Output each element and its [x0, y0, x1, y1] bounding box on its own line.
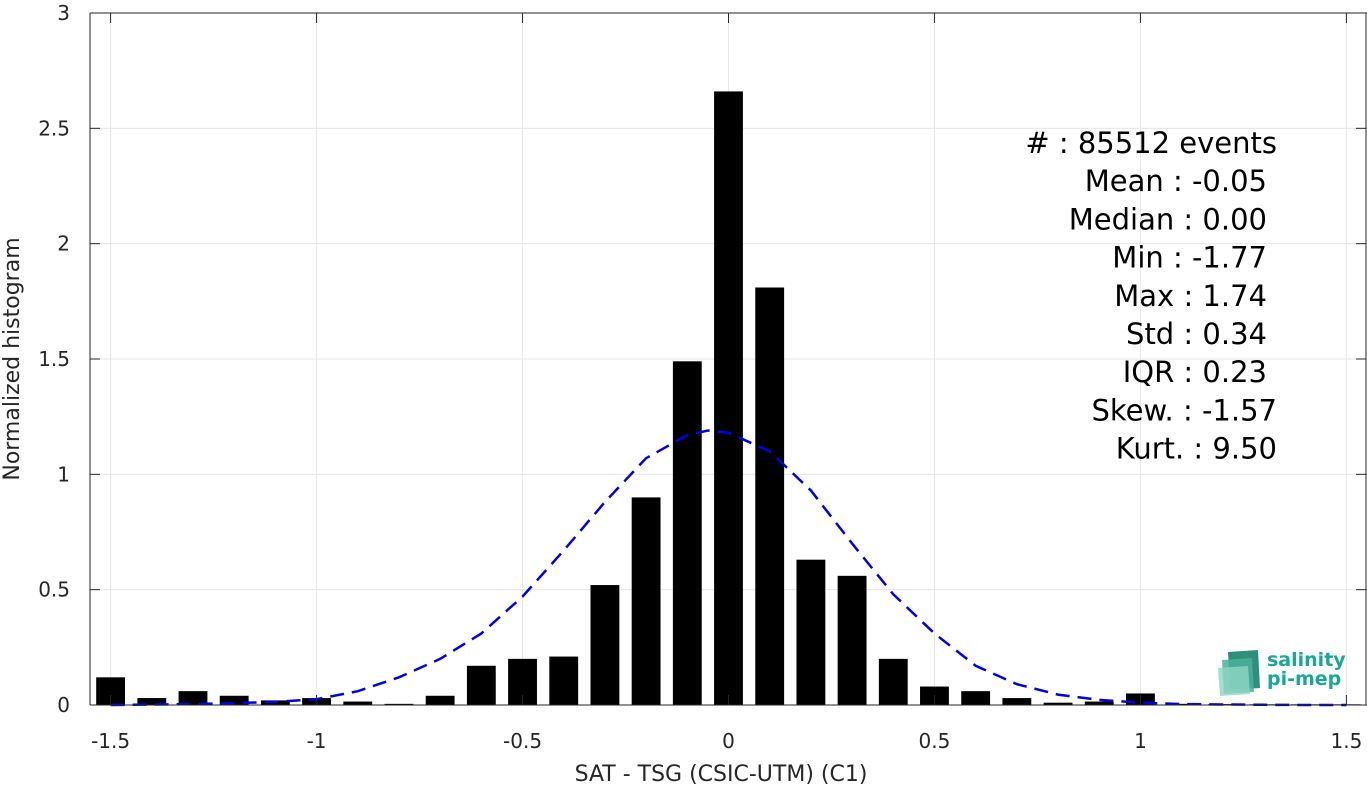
statistics-annotation: # : 85512 events Mean : -0.05 Median : 0.0… [1025, 126, 1277, 466]
stats-line: IQR : 0.23 [1123, 355, 1267, 389]
histogram-bar [590, 585, 620, 705]
logo-icon [1218, 650, 1260, 696]
y-tick-label: 0 [57, 693, 70, 717]
histogram-bar [714, 91, 743, 706]
logo-text-pi-mep: pi-mep [1267, 668, 1341, 690]
y-tick-label: 1.5 [38, 347, 70, 371]
stats-line: Max : 1.74 [1114, 279, 1267, 313]
histogram-bar [755, 287, 785, 705]
logo-text-salinity: salinity [1267, 649, 1346, 671]
histogram-bar [796, 559, 826, 705]
y-tick-label: 2.5 [38, 116, 70, 140]
histogram-bar [878, 658, 908, 705]
histogram-bar [961, 691, 991, 705]
histogram-bar [1084, 701, 1114, 705]
x-axis-title: SAT - TSG (CSIC-UTM) (C1) [575, 762, 868, 785]
x-tick-label: -0.5 [503, 729, 542, 753]
salinity-pi-mep-logo: salinity pi-mep [1218, 649, 1346, 696]
stats-line: Min : -1.77 [1112, 241, 1267, 275]
y-tick-label: 0.5 [38, 578, 70, 602]
histogram-bar [837, 575, 867, 705]
y-tick-label: 2 [57, 232, 70, 256]
histogram-bar [178, 691, 208, 705]
histogram-bar [631, 497, 661, 705]
histogram-bar [672, 361, 702, 705]
histogram-bar [1043, 702, 1073, 705]
histogram-bar [343, 701, 373, 705]
y-axis-ticks: 0 0.5 1 1.5 2 2.5 3 [38, 1, 1366, 717]
x-tick-label: -1 [307, 729, 327, 753]
y-tick-label: 1 [57, 462, 70, 486]
y-axis-title: Normalized histogram [0, 237, 25, 480]
stats-line: Median : 0.00 [1069, 202, 1267, 236]
histogram-bar [1167, 703, 1197, 705]
stats-line: Skew. : -1.57 [1091, 393, 1277, 427]
histogram-bar [425, 695, 455, 705]
histogram-bar [549, 656, 579, 705]
stats-line: # : 85512 events [1025, 126, 1277, 160]
x-tick-label: -1.5 [91, 729, 130, 753]
normal-fit-curve [110, 429, 1347, 707]
x-tick-label: 0 [722, 729, 735, 753]
histogram-bar [1002, 698, 1032, 705]
stats-line: Kurt. : 9.50 [1116, 432, 1277, 466]
x-tick-label: 0.5 [919, 729, 951, 753]
x-tick-label: 1.5 [1330, 729, 1362, 753]
histogram-bar [384, 703, 414, 705]
x-tick-label: 1 [1134, 729, 1147, 753]
y-tick-label: 3 [57, 1, 70, 25]
stats-line: Std : 0.34 [1126, 317, 1267, 351]
histogram-bar [137, 698, 167, 705]
x-axis-ticks: -1.5 -1 -0.5 0 0.5 1 1.5 [91, 13, 1362, 753]
stats-line: Mean : -0.05 [1085, 164, 1267, 198]
histogram-bars [96, 91, 1361, 706]
histogram-bar [219, 695, 249, 705]
histogram-bar [466, 665, 496, 705]
